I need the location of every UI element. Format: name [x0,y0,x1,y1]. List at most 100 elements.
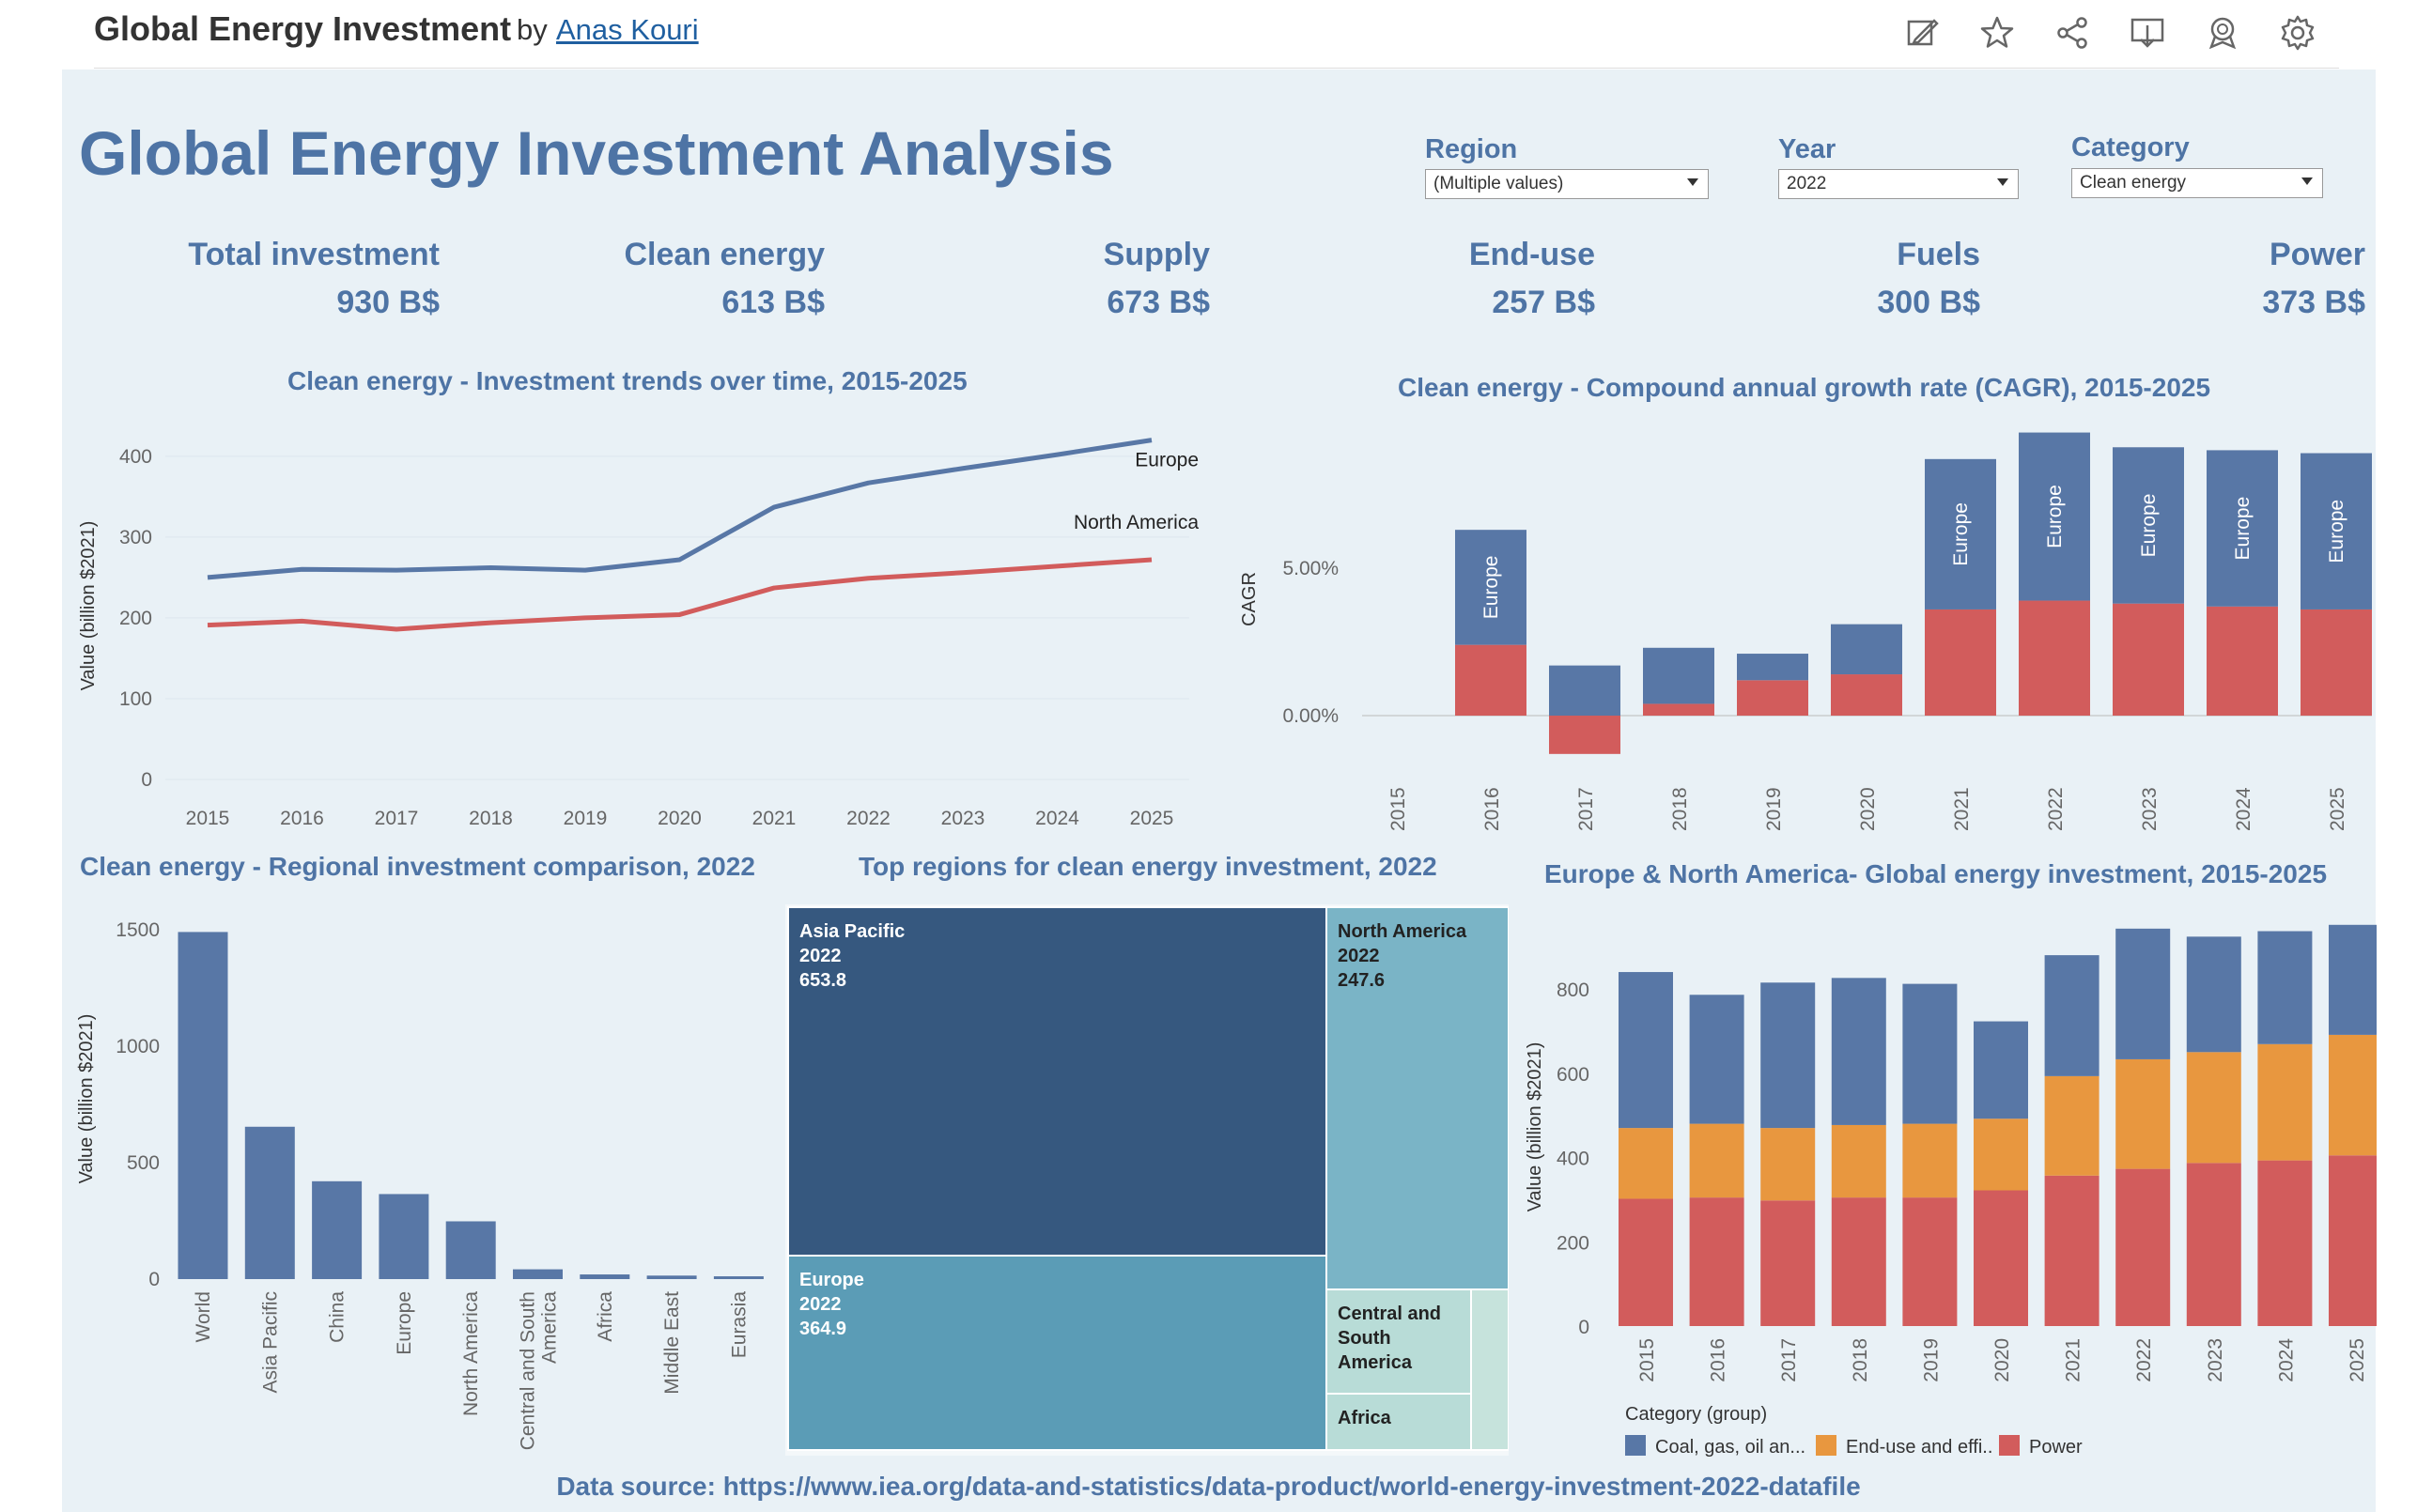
bar-segment-coal-gas-oil-and-nuclear [1831,978,1886,1125]
bar-north-america [1549,716,1620,754]
bar-north-america [1737,680,1808,716]
gear-icon[interactable] [2278,13,2317,53]
bar-europe [1831,624,1902,675]
x-tick-label: 2016 [280,808,324,829]
y-tick-label: 200 [1557,1232,1589,1254]
y-tick-label: 400 [1557,1149,1589,1170]
bar-north-america [2019,600,2090,716]
bar-segment-power [1689,1197,1744,1326]
stacked-bar-chart[interactable]: 0 200 400 600 800 Value (billion $2021) 2015 20… [1503,902,2377,1465]
bar-north-america [1643,703,1714,716]
bar-europe [1643,647,1714,704]
bar-segment-coal-gas-oil-and-nuclear [2044,955,2099,1076]
badge-icon[interactable] [2203,13,2242,53]
x-tick-label: 2021 [752,808,797,829]
chevron-down-icon [1687,178,1698,186]
bar-segment-coal-gas-oil-and-nuclear [2257,931,2313,1044]
bar-label: Europe [1950,502,1972,566]
author-link[interactable]: Anas Kouri [556,13,699,46]
chevron-down-icon [2301,177,2313,185]
kpi-power-label: Power [2269,237,2365,272]
y-axis-label: Value (billion $2021) [76,1014,97,1184]
x-tick-label: Eurasia [728,1291,750,1359]
bar-segment-power [2115,1168,2171,1326]
bar-segment-power [2329,1155,2377,1326]
y-tick-label: 0 [1578,1317,1589,1338]
bar-region [580,1274,630,1279]
x-tick-label: 2025 [1130,808,1174,829]
star-icon[interactable] [1977,13,2017,53]
treemap-cell-label: 247.6 [1338,970,1385,991]
legend-label: Power [2029,1437,2083,1458]
filter-year-value: 2022 [1787,174,1827,193]
y-tick-label: 0 [141,769,152,791]
x-tick-label: 2023 [2205,1338,2226,1382]
x-tick-label: 2024 [2275,1338,2297,1382]
trend-line-chart[interactable]: 0 100 200 300 400 2015 2016 2017 2018 2019 2020 202… [62,413,1236,845]
legend-label: End-use and effi.. [1846,1437,1992,1458]
by-label: by [517,13,548,46]
bar-segment-end-use-and-efficiency [2186,1052,2241,1164]
treemap-cell-label: Europe [799,1270,864,1290]
treemap-chart[interactable]: Asia Pacific 2022 653.8 Europe 2022 364.9 Nort… [785,902,1509,1456]
bar-segment-end-use-and-efficiency [2329,1034,2377,1156]
legend-label: Coal, gas, oil an... [1655,1437,1805,1458]
x-tick-label: 2017 [1575,787,1597,831]
cagr-chart-title: Clean energy - Compound annual growth ra… [1398,373,2211,402]
filter-category-select[interactable]: Clean energy [2071,168,2323,198]
bar-label: Europe [2326,500,2347,563]
kpi-enduse-label: End-use [1468,237,1595,272]
treemap-cell-label: Central and [1338,1304,1441,1324]
treemap-chart-title: Top regions for clean energy investment,… [859,852,1437,881]
kpi-total-label: Total investment [188,237,440,272]
filter-year-select[interactable]: 2022 [1778,169,2019,199]
x-tick-label: 2024 [2233,787,2254,831]
x-tick-label: 2022 [2045,787,2067,831]
x-tick-label: 2021 [2063,1338,2084,1382]
bar-label: Europe [2138,494,2160,558]
bar-segment-coal-gas-oil-and-nuclear [1974,1021,2028,1119]
bar-north-america [2301,609,2372,716]
treemap-cell-label: North America [1338,921,1467,942]
kpi-fuels-label: Fuels [1897,237,1980,272]
bar-segment-coal-gas-oil-and-nuclear [2186,936,2241,1053]
series-label: North America [1074,512,1199,533]
bar-label: Europe [2232,497,2254,561]
kpi-fuels-value: 300 B$ [1877,285,1980,320]
y-axis-label: Value (billion $2021) [78,521,99,691]
x-tick-label: Middle East [661,1291,683,1395]
workbook-title: Global Energy Investment [94,9,512,48]
bar-segment-end-use-and-efficiency [2115,1058,2171,1169]
bar-north-america [2113,603,2184,716]
treemap-cell-label: Africa [1338,1408,1392,1428]
bar-region [713,1276,764,1279]
bar-segment-coal-gas-oil-and-nuclear [2329,924,2377,1035]
x-tick-label: 2023 [941,808,985,829]
filter-category-label: Category [2071,132,2190,162]
x-tick-label: Europe [394,1291,415,1355]
cagr-bar-chart[interactable]: 0.00% 5.00% CAGR 2015 Europe 2016 2017 2018 2019… [1221,413,2377,845]
filter-category-value: Clean energy [2080,173,2187,193]
share-icon[interactable] [2053,13,2092,53]
x-tick-label: 2018 [1669,787,1691,831]
x-tick-label: Central and South [518,1291,539,1450]
filter-region-select[interactable]: (Multiple values) [1425,169,1709,199]
bar-region [244,1126,295,1279]
y-axis-label: Value (billion $2021) [1525,1042,1545,1212]
bar-segment-coal-gas-oil-and-nuclear [1760,982,1816,1129]
y-tick-label: 400 [119,446,152,468]
bar-segment-end-use-and-efficiency [1689,1123,1744,1198]
data-source-note: Data source: https://www.iea.org/data-an… [556,1472,1861,1501]
dashboard-title: Global Energy Investment Analysis [79,118,1114,188]
kpi-supply-value: 673 B$ [1107,285,1210,320]
kpi-enduse-value: 257 B$ [1492,285,1595,320]
x-tick-label: 2023 [2139,787,2161,831]
kpi-clean-label: Clean energy [624,237,825,272]
regional-bar-chart[interactable]: 0 500 1000 1500 Value (billion $2021) World As… [62,892,785,1456]
edit-icon[interactable] [1902,13,1942,53]
x-tick-label: 2016 [1708,1338,1729,1382]
download-icon[interactable] [2128,13,2167,53]
x-tick-label: 2015 [186,808,230,829]
stacked-chart-title: Europe & North America- Global energy in… [1544,859,2328,888]
x-tick-label: 2016 [1481,787,1503,831]
